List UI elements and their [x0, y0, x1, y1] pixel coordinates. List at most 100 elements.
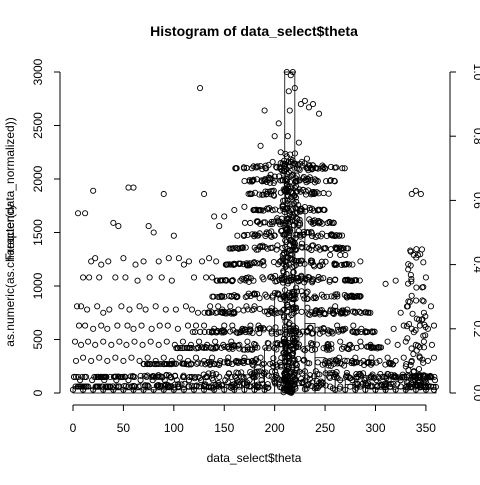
scatter-point [285, 134, 290, 139]
y-left-tick-label: 0 [31, 389, 45, 396]
scatter-point [226, 355, 231, 360]
scatter-point [123, 275, 128, 280]
scatter-point [235, 233, 240, 238]
scatter-point [101, 339, 106, 344]
scatter-point [97, 275, 102, 280]
scatter-point [101, 310, 106, 315]
scatter-point [410, 311, 415, 316]
scatter-point [414, 298, 419, 303]
scatter-point [111, 220, 116, 225]
scatter-point [93, 342, 98, 347]
scatter-point [414, 285, 419, 290]
scatter-point [212, 214, 217, 219]
scatter-point [409, 293, 414, 298]
scatter-point [91, 326, 96, 331]
scatter-point [175, 326, 180, 331]
scatter-point [163, 307, 168, 312]
scatter-point [196, 360, 201, 365]
scatter-point [385, 355, 390, 360]
scatter-point [193, 355, 198, 360]
scatter-point [93, 256, 98, 261]
scatter-point [305, 305, 310, 310]
scatter-point [276, 121, 281, 126]
scatter-point [199, 259, 204, 264]
scatter-point [257, 306, 262, 311]
scatter-point [385, 339, 390, 344]
scatter-point [262, 108, 267, 113]
scatter-point [258, 143, 263, 148]
scatter-point [416, 366, 421, 371]
scatter-point [272, 134, 277, 139]
scatter-point [306, 311, 311, 316]
scatter-point [213, 339, 218, 344]
scatter-point [208, 304, 213, 309]
scatter-point [156, 342, 161, 347]
scatter-point [315, 360, 320, 365]
scatter-point [80, 355, 85, 360]
scatter-point [350, 262, 355, 267]
scatter-point [271, 356, 276, 361]
scatter-point [338, 339, 343, 344]
y-right-tick-label: 0.8 [471, 128, 480, 145]
scatter-point [80, 275, 85, 280]
scatter-point [395, 342, 400, 347]
scatter-point [159, 275, 164, 280]
scatter-point [131, 326, 136, 331]
scatter-point [99, 262, 104, 267]
y-right-tick-label: 0.0 [471, 385, 480, 402]
scatter-point [172, 342, 177, 347]
x-tick-label: 200 [265, 421, 285, 435]
scatter-point [222, 214, 227, 219]
scatter-point [266, 162, 271, 167]
scatter-point [157, 323, 162, 328]
scatter-point [121, 358, 126, 363]
scatter-point [165, 323, 170, 328]
scatter-point [428, 304, 433, 309]
y-right-tick-label: 1.0 [471, 64, 480, 81]
scatter-point [85, 307, 90, 312]
scatter-point [398, 310, 403, 315]
scatter-point [166, 256, 171, 261]
scatter-point [140, 342, 145, 347]
scatter-point [277, 208, 282, 213]
scatter-point [72, 339, 77, 344]
scatter-point [83, 211, 88, 216]
scatter-point [83, 323, 88, 328]
scatter-point [421, 360, 426, 365]
scatter-points [70, 69, 438, 395]
scatter-point [185, 323, 190, 328]
scatter-point [391, 326, 396, 331]
scatter-point [171, 233, 176, 238]
scatter-point [312, 294, 317, 299]
y-left-tick-label: 2000 [31, 165, 45, 192]
scatter-point [117, 339, 122, 344]
x-axis-label: data_select$theta [207, 451, 302, 465]
scatter-point [191, 275, 196, 280]
scatter-point [245, 339, 250, 344]
scatter-point [287, 108, 292, 113]
scatter-point [296, 140, 301, 145]
scatter-point [99, 323, 104, 328]
x-tick-label: 150 [214, 421, 234, 435]
scatter-point [316, 111, 321, 116]
scatter-point [343, 252, 348, 257]
scatter-point [409, 346, 414, 351]
y-left-tick-label: 2500 [31, 112, 45, 139]
scatter-point [406, 367, 411, 372]
scatter-point [248, 220, 253, 225]
x-tick-label: 100 [164, 421, 184, 435]
scatter-point [429, 342, 434, 347]
scatter-point [126, 185, 131, 190]
scatter-point [358, 259, 363, 264]
x-tick-label: 50 [117, 421, 131, 435]
scatter-point [413, 188, 418, 193]
y-right-tick-label: 0.2 [471, 320, 480, 337]
scatter-point [121, 256, 126, 261]
y-axis-label-normalized: as.numeric(as.character(data_normalized)… [3, 117, 17, 346]
scatter-point [401, 355, 406, 360]
scatter-point [129, 355, 134, 360]
scatter-point [189, 307, 194, 312]
scatter-point [302, 98, 307, 103]
